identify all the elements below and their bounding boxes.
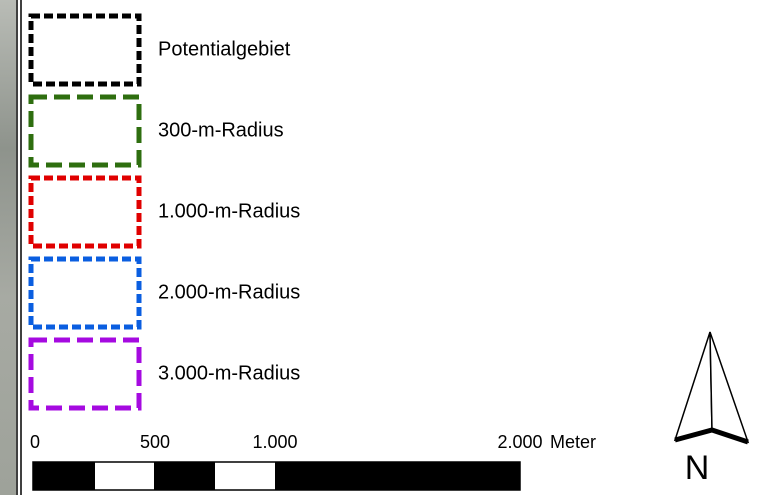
legend-swatch — [31, 259, 139, 327]
map-legend: N Potentialgebiet 300-m-Radius 1.000-m-Rad… — [0, 0, 763, 495]
legend-swatch — [31, 340, 139, 408]
map-background-strip — [0, 0, 16, 495]
north-arrow-right — [710, 332, 748, 442]
north-label: N — [685, 449, 710, 487]
legend-label: Potentialgebiet — [158, 38, 291, 60]
scale-segment — [33, 462, 95, 490]
scale-label: 1.000 — [252, 432, 297, 452]
scale-segment — [95, 462, 154, 490]
scale-label: 2.000 — [497, 432, 542, 452]
legend-swatch — [31, 16, 139, 84]
scale-unit: Meter — [550, 432, 596, 452]
legend-label: 1.000-m-Radius — [158, 200, 300, 222]
scale-segment — [154, 462, 215, 490]
scale-segment — [215, 462, 275, 490]
legend-label: 300-m-Radius — [158, 119, 284, 141]
scale-label: 500 — [140, 432, 170, 452]
legend-label: 3.000-m-Radius — [158, 362, 300, 384]
legend-swatch — [31, 97, 139, 165]
scale-label: 0 — [30, 432, 40, 452]
north-arrow-left — [675, 332, 712, 440]
legend-swatch — [31, 178, 139, 246]
legend-label: 2.000-m-Radius — [158, 281, 300, 303]
north-arrow: N — [675, 332, 748, 487]
scale-segment — [275, 462, 520, 490]
